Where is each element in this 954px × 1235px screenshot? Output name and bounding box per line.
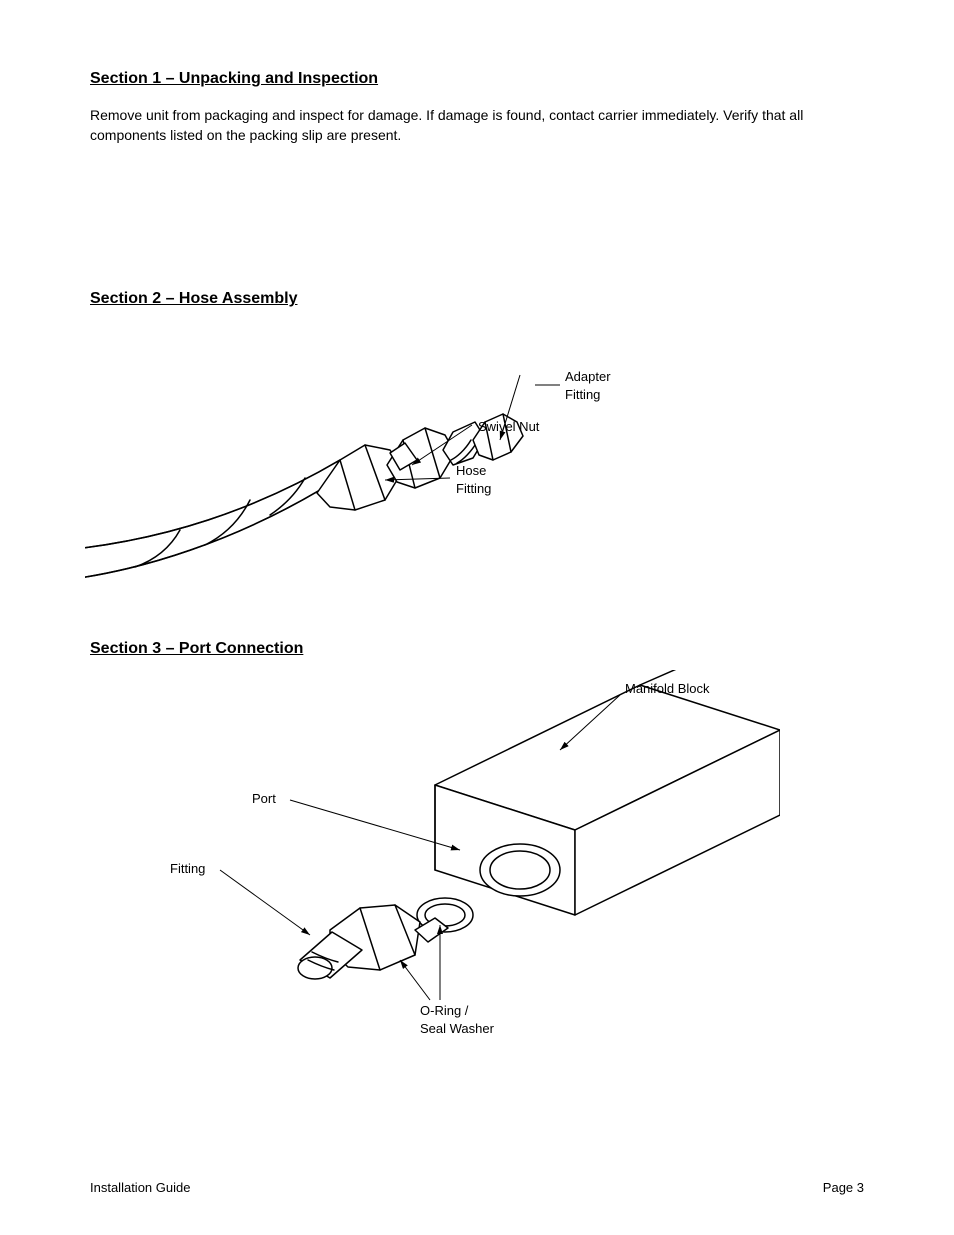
page: Section 1 – Unpacking and Inspection Rem… — [0, 0, 954, 1235]
figure-2-arrows — [0, 0, 954, 1100]
footer-right: Page 3 — [823, 1180, 864, 1195]
label-port: Port — [252, 790, 276, 808]
footer-left: Installation Guide — [90, 1180, 190, 1195]
label-seal: O-Ring / Seal Washer — [420, 1002, 494, 1037]
label-manifold-block: Manifold Block — [625, 680, 710, 698]
label-seal-line1: O-Ring / — [420, 1003, 468, 1018]
label-seal-line2: Seal Washer — [420, 1021, 494, 1036]
label-fitting: Fitting — [170, 860, 205, 878]
